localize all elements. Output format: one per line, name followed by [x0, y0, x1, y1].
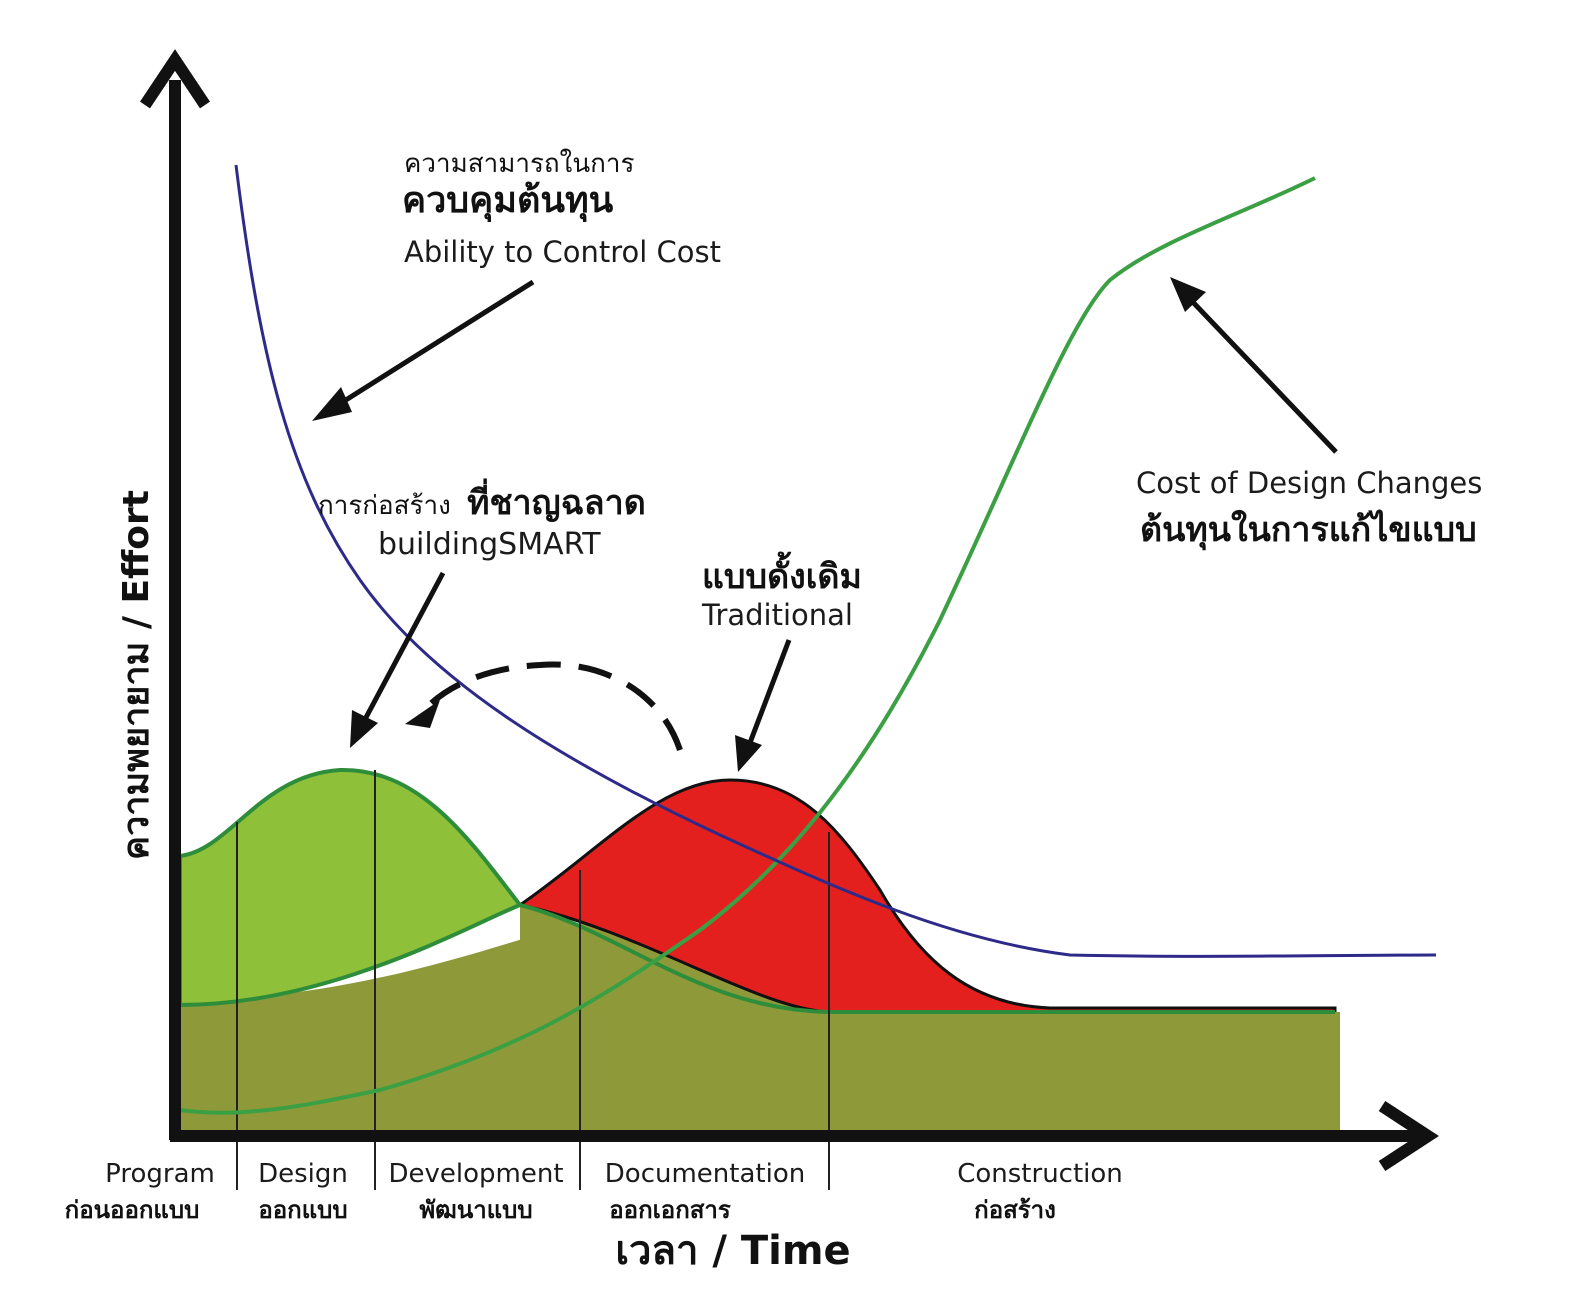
control-cost-english: Ability to Control Cost	[404, 235, 721, 269]
phase-label-development-en: Development	[388, 1159, 563, 1189]
design-change-cost-curve	[179, 176, 1316, 1115]
shift-arrowhead-icon	[405, 700, 440, 728]
phase-label-program-en: Program	[105, 1159, 215, 1189]
phase-label-construction-en: Construction	[957, 1159, 1123, 1189]
x-axis-label: เวลา / Time	[615, 1228, 850, 1274]
control-cost-thai-line1: ความสามารถในการ	[404, 149, 634, 179]
phase-label-documentation-en: Documentation	[605, 1159, 805, 1189]
traditional-arrow	[745, 639, 792, 749]
phase-label-construction-th: ก่อสร้าง	[974, 1196, 1056, 1224]
phase-label-design-th: ออกแบบ	[258, 1196, 347, 1224]
design-changes-arrow	[1186, 295, 1338, 454]
smart-effort-area	[178, 767, 524, 1008]
phase-label-program-th: ก่อนออกแบบ	[65, 1196, 200, 1224]
smart-thai-label: การก่อสร้าง ที่ชาญฉลาด	[318, 478, 646, 523]
traditional-arrowhead-icon	[735, 735, 762, 772]
y-axis-label: ความพยายาม / Effort	[116, 490, 157, 860]
shift-dashed-arc	[417, 661, 683, 751]
control-cost-curve	[234, 164, 1437, 958]
control-cost-arrowhead-icon	[312, 387, 352, 421]
design-changes-arrowhead-icon	[1170, 277, 1206, 312]
phase-label-development-th: พัฒนาแบบ	[419, 1196, 532, 1224]
y-axis-arrowhead-icon	[140, 49, 210, 109]
smart-thai-bold: ที่ชาญฉลาด	[467, 478, 646, 523]
control-cost-arrow	[328, 279, 535, 413]
smart-thai-prefix: การก่อสร้าง	[318, 491, 451, 521]
smart-effort-tail	[519, 903, 1335, 1014]
annotation-arrows	[312, 277, 1338, 772]
smart-arrowhead-icon	[350, 710, 378, 748]
phase-label-documentation-th: ออกเอกสาร	[609, 1196, 731, 1224]
phase-label-design-en: Design	[258, 1159, 348, 1189]
phase-labels: Program ก่อนออกแบบ Design ออกแบบ Develop…	[65, 1159, 1123, 1224]
traditional-english-label: Traditional	[701, 598, 853, 632]
smart-english-label: buildingSMART	[378, 527, 601, 562]
design-changes-english-label: Cost of Design Changes	[1136, 466, 1482, 500]
control-cost-thai-line2: ควบคุมต้นทุน	[402, 180, 614, 223]
base-effort-band	[520, 905, 1340, 1130]
x-axis-arrowhead-icon	[1378, 1100, 1439, 1172]
traditional-thai-label: แบบดั้งเดิม	[702, 551, 862, 597]
smart-arrow	[359, 571, 446, 727]
design-changes-thai-label: ต้นทุนในการแก้ไขแบบ	[1140, 509, 1477, 551]
axes	[140, 49, 1439, 1172]
